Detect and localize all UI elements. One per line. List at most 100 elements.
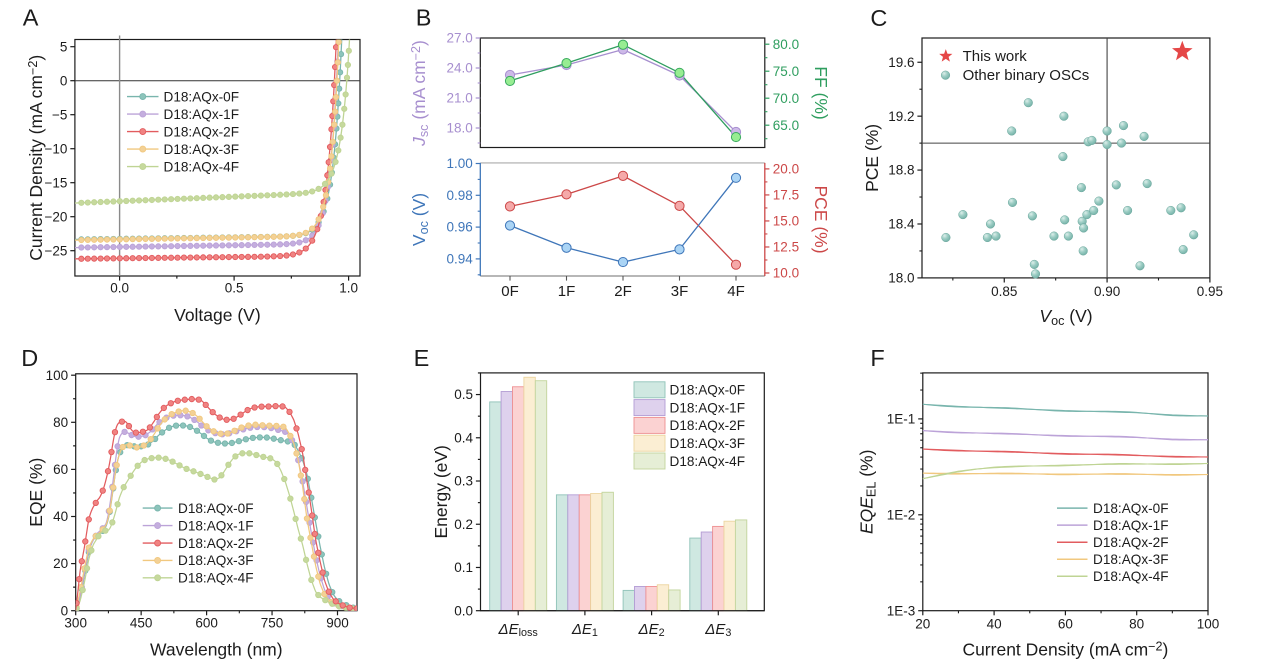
svg-text:60: 60: [1058, 617, 1073, 632]
svg-text:75.0: 75.0: [773, 64, 799, 79]
svg-text:D18:AQx-4F: D18:AQx-4F: [1093, 569, 1169, 584]
svg-text:D18:AQx-2F: D18:AQx-2F: [1093, 535, 1169, 550]
svg-text:0.90: 0.90: [1094, 284, 1120, 299]
svg-text:This work: This work: [963, 48, 1028, 65]
svg-text:A: A: [23, 5, 39, 31]
svg-text:5: 5: [60, 39, 68, 54]
svg-text:450: 450: [130, 616, 153, 631]
svg-text:D18:AQx-1F: D18:AQx-1F: [164, 107, 240, 122]
svg-text:EQE (%): EQE (%): [26, 458, 46, 527]
svg-text:D: D: [21, 345, 38, 371]
svg-text:D18:AQx-1F: D18:AQx-1F: [670, 400, 746, 415]
svg-text:PCE (%): PCE (%): [811, 185, 831, 253]
svg-text:600: 600: [195, 616, 218, 631]
svg-text:−25: −25: [44, 243, 67, 258]
svg-text:60: 60: [53, 462, 68, 477]
svg-text:70.0: 70.0: [773, 91, 799, 106]
svg-text:0.85: 0.85: [991, 284, 1017, 299]
svg-text:D18:AQx-2F: D18:AQx-2F: [178, 536, 254, 551]
svg-text:Voltage (V): Voltage (V): [174, 305, 261, 325]
svg-text:−5: −5: [52, 107, 67, 122]
svg-text:−20: −20: [44, 209, 67, 224]
svg-text:40: 40: [53, 509, 68, 524]
svg-text:D18:AQx-2F: D18:AQx-2F: [164, 124, 240, 139]
svg-text:300: 300: [64, 616, 87, 631]
svg-text:Voc (V): Voc (V): [1039, 306, 1092, 328]
svg-text:D18:AQx-0F: D18:AQx-0F: [178, 501, 254, 516]
svg-text:18.0: 18.0: [888, 271, 914, 286]
svg-text:Jsc (mA cm−2): Jsc (mA cm−2): [409, 40, 431, 147]
svg-text:Other binary OSCs: Other binary OSCs: [963, 67, 1090, 84]
svg-text:EQEEL (%): EQEEL (%): [857, 450, 879, 534]
svg-text:80: 80: [1129, 617, 1144, 632]
svg-text:Wavelength (nm): Wavelength (nm): [150, 640, 283, 660]
svg-text:F: F: [870, 345, 884, 371]
svg-text:100: 100: [1197, 617, 1220, 632]
svg-text:B: B: [416, 5, 432, 31]
svg-text:0.5: 0.5: [225, 281, 244, 296]
svg-text:D18:AQx-1F: D18:AQx-1F: [178, 518, 254, 533]
svg-text:0: 0: [61, 603, 69, 618]
svg-text:1.0: 1.0: [339, 281, 358, 296]
svg-text:0.0: 0.0: [454, 603, 473, 618]
svg-text:0: 0: [60, 73, 68, 88]
svg-text:0.94: 0.94: [447, 252, 474, 267]
svg-text:D18:AQx-0F: D18:AQx-0F: [1093, 501, 1169, 516]
svg-text:0.98: 0.98: [447, 188, 473, 203]
svg-text:1E-2: 1E-2: [887, 507, 916, 522]
svg-text:0F: 0F: [501, 283, 519, 300]
svg-text:D18:AQx-3F: D18:AQx-3F: [1093, 552, 1169, 567]
svg-text:−10: −10: [44, 141, 67, 156]
svg-text:19.2: 19.2: [888, 109, 914, 124]
svg-text:D18:AQx-3F: D18:AQx-3F: [164, 142, 240, 157]
svg-text:0.0: 0.0: [110, 281, 129, 296]
svg-text:1.00: 1.00: [447, 156, 473, 171]
svg-text:Voc (V): Voc (V): [409, 193, 431, 246]
svg-text:20.0: 20.0: [773, 162, 799, 177]
svg-text:C: C: [870, 5, 887, 31]
svg-text:Energy (eV): Energy (eV): [431, 445, 451, 538]
svg-text:D18:AQx-3F: D18:AQx-3F: [670, 436, 746, 451]
svg-text:80: 80: [53, 415, 68, 430]
svg-text:1E-1: 1E-1: [887, 412, 916, 427]
svg-text:Current Density (mA cm−2): Current Density (mA cm−2): [26, 55, 46, 261]
svg-text:18.4: 18.4: [888, 217, 915, 232]
svg-text:15.0: 15.0: [773, 214, 799, 229]
svg-text:ΔE1: ΔE1: [571, 621, 598, 639]
svg-text:0.4: 0.4: [454, 430, 473, 445]
svg-text:D18:AQx-4F: D18:AQx-4F: [178, 571, 254, 586]
svg-text:4F: 4F: [727, 283, 745, 300]
svg-text:3F: 3F: [671, 283, 689, 300]
svg-text:20: 20: [915, 617, 930, 632]
svg-text:0.5: 0.5: [454, 387, 473, 402]
svg-text:D18:AQx-4F: D18:AQx-4F: [670, 454, 746, 469]
svg-text:ΔE2: ΔE2: [638, 621, 665, 639]
svg-text:24.0: 24.0: [447, 61, 473, 76]
svg-text:12.5: 12.5: [773, 240, 799, 255]
svg-text:1E-3: 1E-3: [887, 603, 916, 618]
svg-text:18.8: 18.8: [888, 163, 914, 178]
svg-text:27.0: 27.0: [447, 31, 473, 46]
svg-text:10.0: 10.0: [773, 266, 799, 281]
svg-text:17.5: 17.5: [773, 188, 799, 203]
svg-text:Current Density (mA cm−2): Current Density (mA cm−2): [962, 640, 1168, 660]
svg-text:ΔEloss: ΔEloss: [498, 621, 539, 639]
svg-text:100: 100: [46, 368, 69, 383]
svg-text:2F: 2F: [614, 283, 632, 300]
svg-text:19.6: 19.6: [888, 55, 914, 70]
svg-text:D18:AQx-4F: D18:AQx-4F: [164, 159, 240, 174]
svg-text:0.1: 0.1: [454, 560, 473, 575]
svg-text:D18:AQx-0F: D18:AQx-0F: [670, 383, 746, 398]
svg-text:0.95: 0.95: [1197, 284, 1223, 299]
svg-text:18.0: 18.0: [447, 121, 473, 136]
svg-text:−15: −15: [44, 175, 67, 190]
svg-text:E: E: [414, 345, 430, 371]
svg-text:0.2: 0.2: [454, 517, 473, 532]
svg-text:D18:AQx-3F: D18:AQx-3F: [178, 553, 254, 568]
svg-text:D18:AQx-2F: D18:AQx-2F: [670, 418, 746, 433]
svg-text:40: 40: [987, 617, 1002, 632]
svg-text:80.0: 80.0: [773, 37, 799, 52]
svg-text:0.96: 0.96: [447, 220, 473, 235]
svg-text:0.3: 0.3: [454, 474, 473, 489]
svg-text:900: 900: [326, 616, 349, 631]
